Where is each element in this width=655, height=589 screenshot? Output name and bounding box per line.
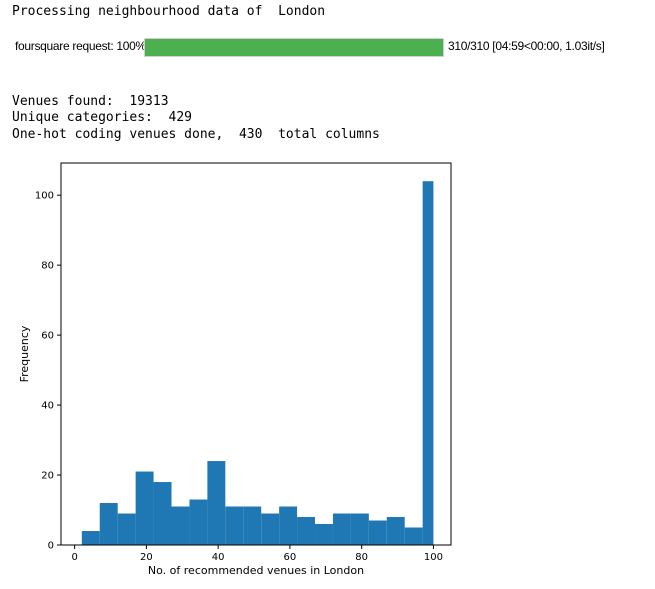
histogram-bar [315,524,333,545]
processing-status-text: Processing neighbourhood data of London [12,4,326,19]
histogram-bar [207,461,226,545]
x-tick-label: 100 [424,552,443,563]
progress-stats: 310/310 [04:59<00:00, 1.03it/s] [448,39,605,53]
histogram-bar [99,503,118,545]
x-tick-label: 40 [212,552,225,563]
progress-label: foursquare request: 100% [15,39,146,53]
x-tick-label: 80 [355,552,368,563]
x-axis-label: No. of recommended venues in London [148,564,364,577]
histogram-bar [261,513,280,545]
histogram-bar [81,531,100,545]
y-tick-label: 40 [41,401,54,412]
progress-bar-row: foursquare request: 100% 310/310 [04:59<… [12,37,652,59]
x-axis-ticks: 0 20 40 60 80 100 [71,545,443,563]
histogram-bar [386,517,405,545]
histogram-bar [135,471,154,545]
x-tick-label: 20 [140,552,153,563]
histogram-bar [279,506,298,545]
histogram-bar [422,181,434,545]
venues-found-text: Venues found: 19313 [12,94,169,109]
unique-categories-text: Unique categories: 429 [12,110,193,125]
onehot-status-text: One-hot coding venues done, 430 total co… [12,127,380,142]
histogram-bar [243,506,262,545]
progress-bar-fill [145,39,443,56]
y-axis-ticks: 0 20 40 60 80 100 [35,191,61,552]
histogram-bars [81,181,434,545]
y-tick-label: 0 [48,541,54,552]
histogram-bar [297,517,316,545]
histogram-bar [153,482,172,545]
histogram-bar [368,520,387,545]
histogram-bar [189,499,208,545]
y-axis-label: Frequency [18,325,31,382]
x-tick-label: 60 [284,552,297,563]
histogram-bar [171,506,190,545]
y-tick-label: 80 [41,261,54,272]
histogram-bar [332,513,351,545]
y-tick-label: 20 [41,471,54,482]
histogram-chart: 0 20 40 60 80 100 0 20 40 60 80 100 No. of recomme… [18,162,452,577]
axes-frame [60,162,452,546]
histogram-bar [404,527,423,545]
progress-bar [144,38,444,57]
histogram-bar [117,513,136,545]
y-tick-label: 60 [41,331,54,342]
y-tick-label: 100 [35,191,54,202]
x-tick-label: 0 [71,552,77,563]
histogram-bar [350,513,369,545]
histogram-bar [225,506,244,545]
